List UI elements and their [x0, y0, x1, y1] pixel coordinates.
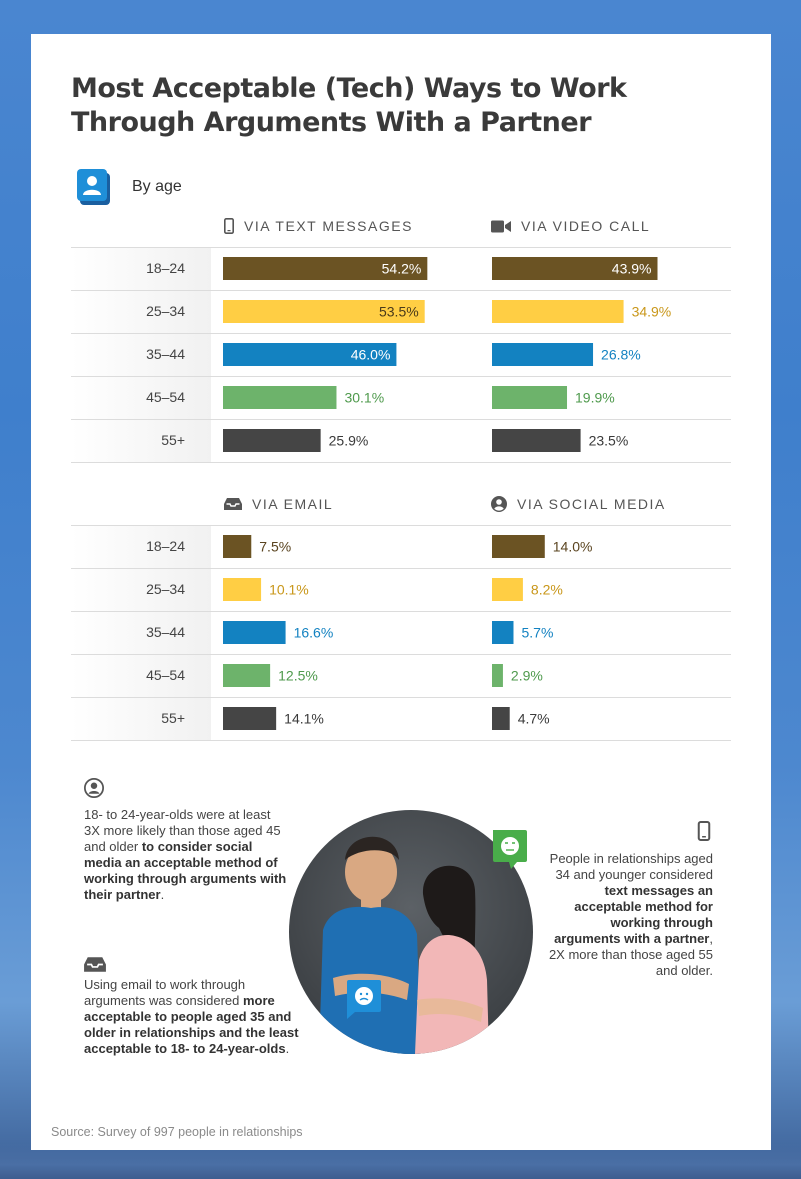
inbox-icon [84, 957, 106, 972]
bar-25–34 [492, 578, 523, 601]
data-label: 23.5% [589, 433, 629, 449]
row-label-shade [71, 525, 211, 740]
panel-header-video: VIA VIDEO CALL [491, 218, 650, 234]
couple-photo [289, 810, 533, 1054]
sad-face-chat-icon [347, 980, 381, 1019]
data-label: 8.2% [531, 582, 563, 598]
panel-header-text: VIA TEXT MESSAGES [224, 218, 413, 234]
panel-header-email: VIA EMAIL [224, 496, 333, 512]
insight-email: Using email to work through arguments wa… [84, 977, 299, 1056]
bar-55+ [223, 707, 277, 730]
user-badge-icon [77, 169, 110, 205]
data-label: 2.9% [511, 668, 543, 684]
age-label: 25–34 [146, 303, 185, 319]
panel-title: VIA TEXT MESSAGES [244, 218, 413, 234]
user-circle-icon [84, 778, 104, 798]
bar-35–44 [223, 621, 286, 644]
age-label: 55+ [161, 710, 185, 726]
age-label: 18–24 [146, 538, 185, 554]
chart-video-call: 43.9% 34.9% 26.8% 19.9% 23.5% [492, 257, 672, 452]
grid-line [71, 568, 731, 569]
age-label: 55+ [161, 432, 185, 448]
data-label: 46.0% [351, 347, 391, 363]
chart-email: 7.5% 10.1% 16.6% 12.5% 14.1% [223, 535, 334, 730]
age-label: 18–24 [146, 260, 185, 276]
video-camera-icon [491, 220, 511, 232]
bar-55+ [492, 707, 510, 730]
grid-line [71, 333, 731, 334]
data-label: 7.5% [259, 539, 291, 555]
phone-icon [697, 821, 711, 841]
bar-45–54 [223, 386, 337, 409]
data-label: 26.8% [601, 347, 641, 363]
bar-18–24 [223, 535, 252, 558]
inbox-icon [224, 498, 242, 510]
bar-18–24 [223, 257, 428, 280]
grid-line [71, 376, 731, 377]
age-label: 35–44 [146, 346, 185, 362]
age-label: 25–34 [146, 581, 185, 597]
user-circle-icon [491, 496, 507, 512]
bar-55+ [492, 429, 581, 452]
insight-text-messages: People in relationships aged 34 and youn… [548, 851, 713, 978]
panel-title: VIA EMAIL [252, 496, 334, 512]
data-label: 34.9% [632, 304, 672, 320]
phone-icon [224, 218, 234, 234]
bar-35–44 [223, 343, 397, 366]
annoyed-face-chat-icon [493, 830, 527, 869]
data-label: 53.5% [379, 304, 419, 320]
bar-45–54 [492, 664, 503, 687]
age-label: 35–44 [146, 624, 185, 640]
age-label: 45–54 [146, 667, 185, 683]
panel-title: VIA SOCIAL MEDIA [517, 496, 666, 512]
couple-illustration [319, 836, 489, 1054]
grid-line [71, 740, 731, 741]
bar-18–24 [492, 257, 658, 280]
grid-line [71, 654, 731, 655]
insight-social-media: 18- to 24-year-olds were at least 3X mor… [84, 807, 287, 902]
data-label: 5.7% [521, 625, 553, 641]
data-label: 54.2% [382, 261, 422, 277]
bar-25–34 [223, 578, 262, 601]
chart-text-messages: 54.2% 53.5% 46.0% 30.1% 25.9% [223, 257, 428, 452]
data-label: 12.5% [278, 668, 318, 684]
infographic-card: Most Acceptable (Tech) Ways to Work Thro… [31, 34, 771, 1150]
bar-45–54 [492, 386, 568, 409]
grid-line [71, 419, 731, 420]
page-title: Most Acceptable (Tech) Ways to Work Thro… [71, 73, 627, 138]
age-label: 45–54 [146, 389, 185, 405]
bar-25–34 [492, 300, 624, 323]
grid-line [71, 290, 731, 291]
row-label-shade [71, 247, 211, 462]
data-label: 43.9% [612, 261, 652, 277]
bar-25–34 [223, 300, 425, 323]
data-label: 14.1% [284, 711, 324, 727]
panel-title: VIA VIDEO CALL [521, 218, 651, 234]
data-label: 16.6% [294, 625, 334, 641]
data-label: 10.1% [269, 582, 309, 598]
data-label: 25.9% [329, 433, 369, 449]
bar-35–44 [492, 343, 594, 366]
panel-header-social: VIA SOCIAL MEDIA [491, 496, 666, 512]
data-label: 14.0% [553, 539, 593, 555]
section-label: By age [132, 178, 182, 195]
grid-line [71, 525, 731, 526]
grid-line [71, 462, 731, 463]
source-note: Source: Survey of 997 people in relation… [51, 1125, 303, 1139]
data-label: 30.1% [344, 390, 384, 406]
data-label: 4.7% [518, 711, 550, 727]
grid-line [71, 247, 731, 248]
bar-55+ [223, 429, 321, 452]
bar-45–54 [223, 664, 271, 687]
bar-35–44 [492, 621, 514, 644]
bar-18–24 [492, 535, 545, 558]
data-label: 19.9% [575, 390, 615, 406]
chart-social-media: 14.0% 8.2% 5.7% 2.9% 4.7% [492, 535, 593, 730]
grid-line [71, 611, 731, 612]
grid-line [71, 697, 731, 698]
